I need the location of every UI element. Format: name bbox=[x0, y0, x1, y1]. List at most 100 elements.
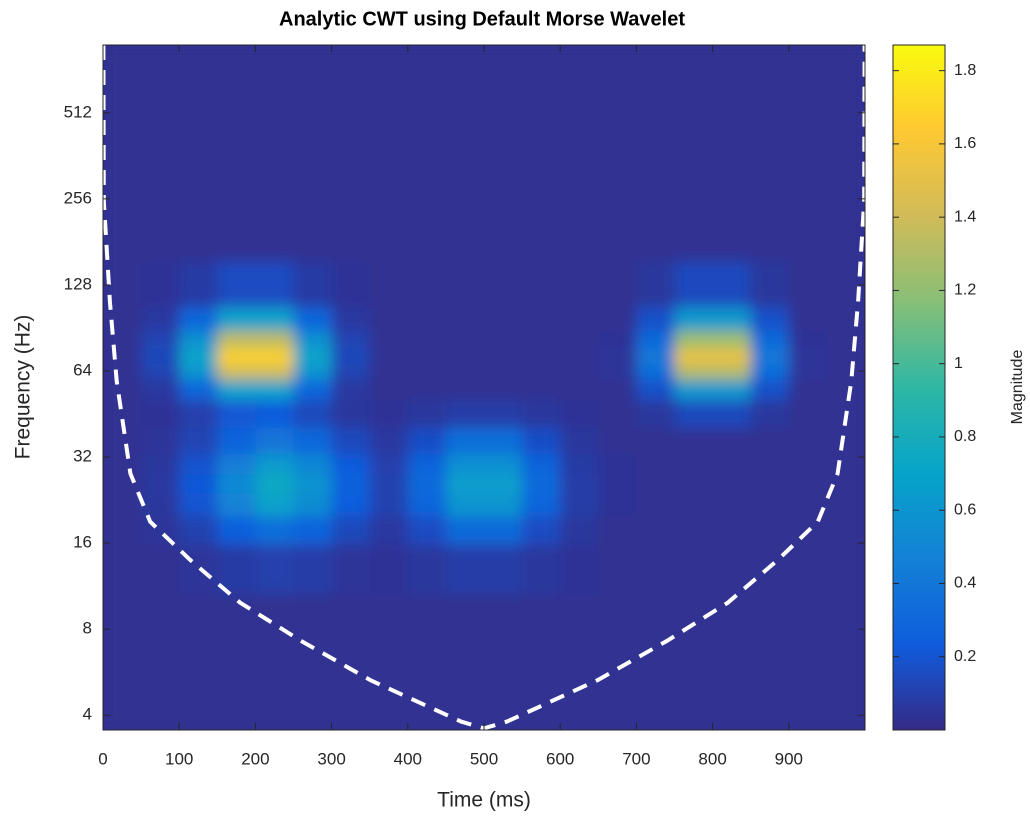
heat-cell bbox=[484, 453, 523, 475]
heat-cell bbox=[445, 45, 485, 101]
heat-cell bbox=[750, 45, 790, 101]
y-tick-label: 4 bbox=[83, 705, 92, 724]
heat-cell bbox=[826, 515, 865, 545]
x-tick-label: 900 bbox=[775, 749, 803, 768]
heat-cell bbox=[103, 379, 142, 401]
colorbar-tick-label: 0.4 bbox=[954, 575, 976, 592]
heat-cell bbox=[445, 186, 485, 262]
heat-cell bbox=[750, 473, 790, 494]
heat-cell bbox=[484, 544, 523, 595]
heat-cell bbox=[331, 330, 371, 349]
heat-cell bbox=[445, 594, 485, 673]
heat-cell bbox=[217, 379, 256, 401]
heat-cell bbox=[407, 330, 447, 349]
heat-cell bbox=[103, 45, 142, 101]
heat-cell bbox=[293, 493, 333, 517]
heat-cell bbox=[522, 348, 561, 365]
heat-cell bbox=[179, 594, 218, 673]
heat-cell bbox=[445, 515, 485, 545]
heat-cell bbox=[331, 186, 371, 262]
heat-cell bbox=[217, 100, 256, 187]
heat-cell bbox=[636, 379, 675, 401]
heat-cell bbox=[141, 100, 180, 187]
heat-cell bbox=[141, 473, 180, 494]
heat-cell bbox=[407, 427, 447, 455]
colorbar-tick-label: 0.2 bbox=[954, 648, 976, 665]
heat-cell bbox=[636, 493, 675, 517]
heat-cell bbox=[407, 594, 447, 673]
heat-cell bbox=[103, 363, 142, 380]
heat-cell bbox=[636, 330, 675, 349]
heat-cell bbox=[179, 45, 218, 101]
heat-cell bbox=[788, 379, 828, 401]
heat-cell bbox=[560, 473, 599, 494]
colorbar-tick-label: 1.2 bbox=[954, 282, 976, 299]
heat-cell bbox=[788, 427, 828, 455]
heat-cell bbox=[598, 379, 637, 401]
heat-cell bbox=[407, 473, 447, 494]
colorbar-tick-label: 1.4 bbox=[954, 208, 976, 225]
heat-cell bbox=[331, 399, 371, 428]
heat-cell bbox=[255, 515, 294, 545]
x-tick-label: 200 bbox=[241, 749, 269, 768]
heat-cell bbox=[560, 363, 599, 380]
heat-cell bbox=[522, 544, 561, 595]
heat-cell bbox=[141, 261, 180, 308]
heat-cell bbox=[217, 427, 256, 455]
heat-cell bbox=[750, 544, 790, 595]
heat-cell bbox=[560, 544, 599, 595]
heat-cell bbox=[560, 515, 599, 545]
heat-cell bbox=[484, 672, 523, 730]
heat-cell bbox=[788, 473, 828, 494]
heat-cell bbox=[484, 186, 523, 262]
chart-title: Analytic CWT using Default Morse Wavelet bbox=[279, 8, 685, 30]
heat-cell bbox=[750, 306, 790, 331]
heat-cell bbox=[484, 515, 523, 545]
heat-cell bbox=[369, 515, 409, 545]
heat-cell bbox=[750, 427, 790, 455]
heat-cell bbox=[826, 544, 865, 595]
heat-cell bbox=[141, 544, 180, 595]
heat-cell bbox=[407, 306, 447, 331]
heat-cell bbox=[179, 515, 218, 545]
heat-cell bbox=[179, 427, 218, 455]
heat-cell bbox=[750, 594, 790, 673]
heat-cell bbox=[255, 544, 294, 595]
heat-cell bbox=[445, 348, 485, 365]
heat-cell bbox=[712, 45, 752, 101]
heat-cell bbox=[560, 594, 599, 673]
heat-cell bbox=[598, 306, 637, 331]
heat-cell bbox=[255, 493, 294, 517]
heat-cell bbox=[788, 348, 828, 365]
y-tick-label: 8 bbox=[83, 619, 92, 638]
heat-cell bbox=[369, 544, 409, 595]
heat-cell bbox=[484, 473, 523, 494]
x-tick-label: 800 bbox=[698, 749, 726, 768]
heat-cell bbox=[255, 186, 294, 262]
heat-cell bbox=[484, 427, 523, 455]
heat-cell bbox=[141, 186, 180, 262]
heat-cell bbox=[788, 399, 828, 428]
heat-cell bbox=[217, 515, 256, 545]
heat-cell bbox=[293, 473, 333, 494]
heat-cell bbox=[293, 100, 333, 187]
heat-cell bbox=[750, 493, 790, 517]
heat-cell bbox=[445, 330, 485, 349]
heat-cell bbox=[598, 261, 637, 308]
heat-cell bbox=[293, 672, 333, 730]
heat-cell bbox=[522, 493, 561, 517]
y-tick-label: 256 bbox=[64, 188, 92, 207]
x-tick-label: 300 bbox=[317, 749, 345, 768]
heat-cell bbox=[103, 330, 142, 349]
heat-cell bbox=[331, 427, 371, 455]
heat-cell bbox=[560, 261, 599, 308]
heat-cell bbox=[522, 473, 561, 494]
heat-cell bbox=[445, 363, 485, 380]
heat-cell bbox=[103, 594, 142, 673]
heat-cell bbox=[217, 45, 256, 101]
heat-cell bbox=[217, 363, 256, 380]
heat-cell bbox=[712, 330, 752, 349]
heat-cell bbox=[293, 427, 333, 455]
heat-cell bbox=[407, 45, 447, 101]
heat-cell bbox=[674, 330, 714, 349]
